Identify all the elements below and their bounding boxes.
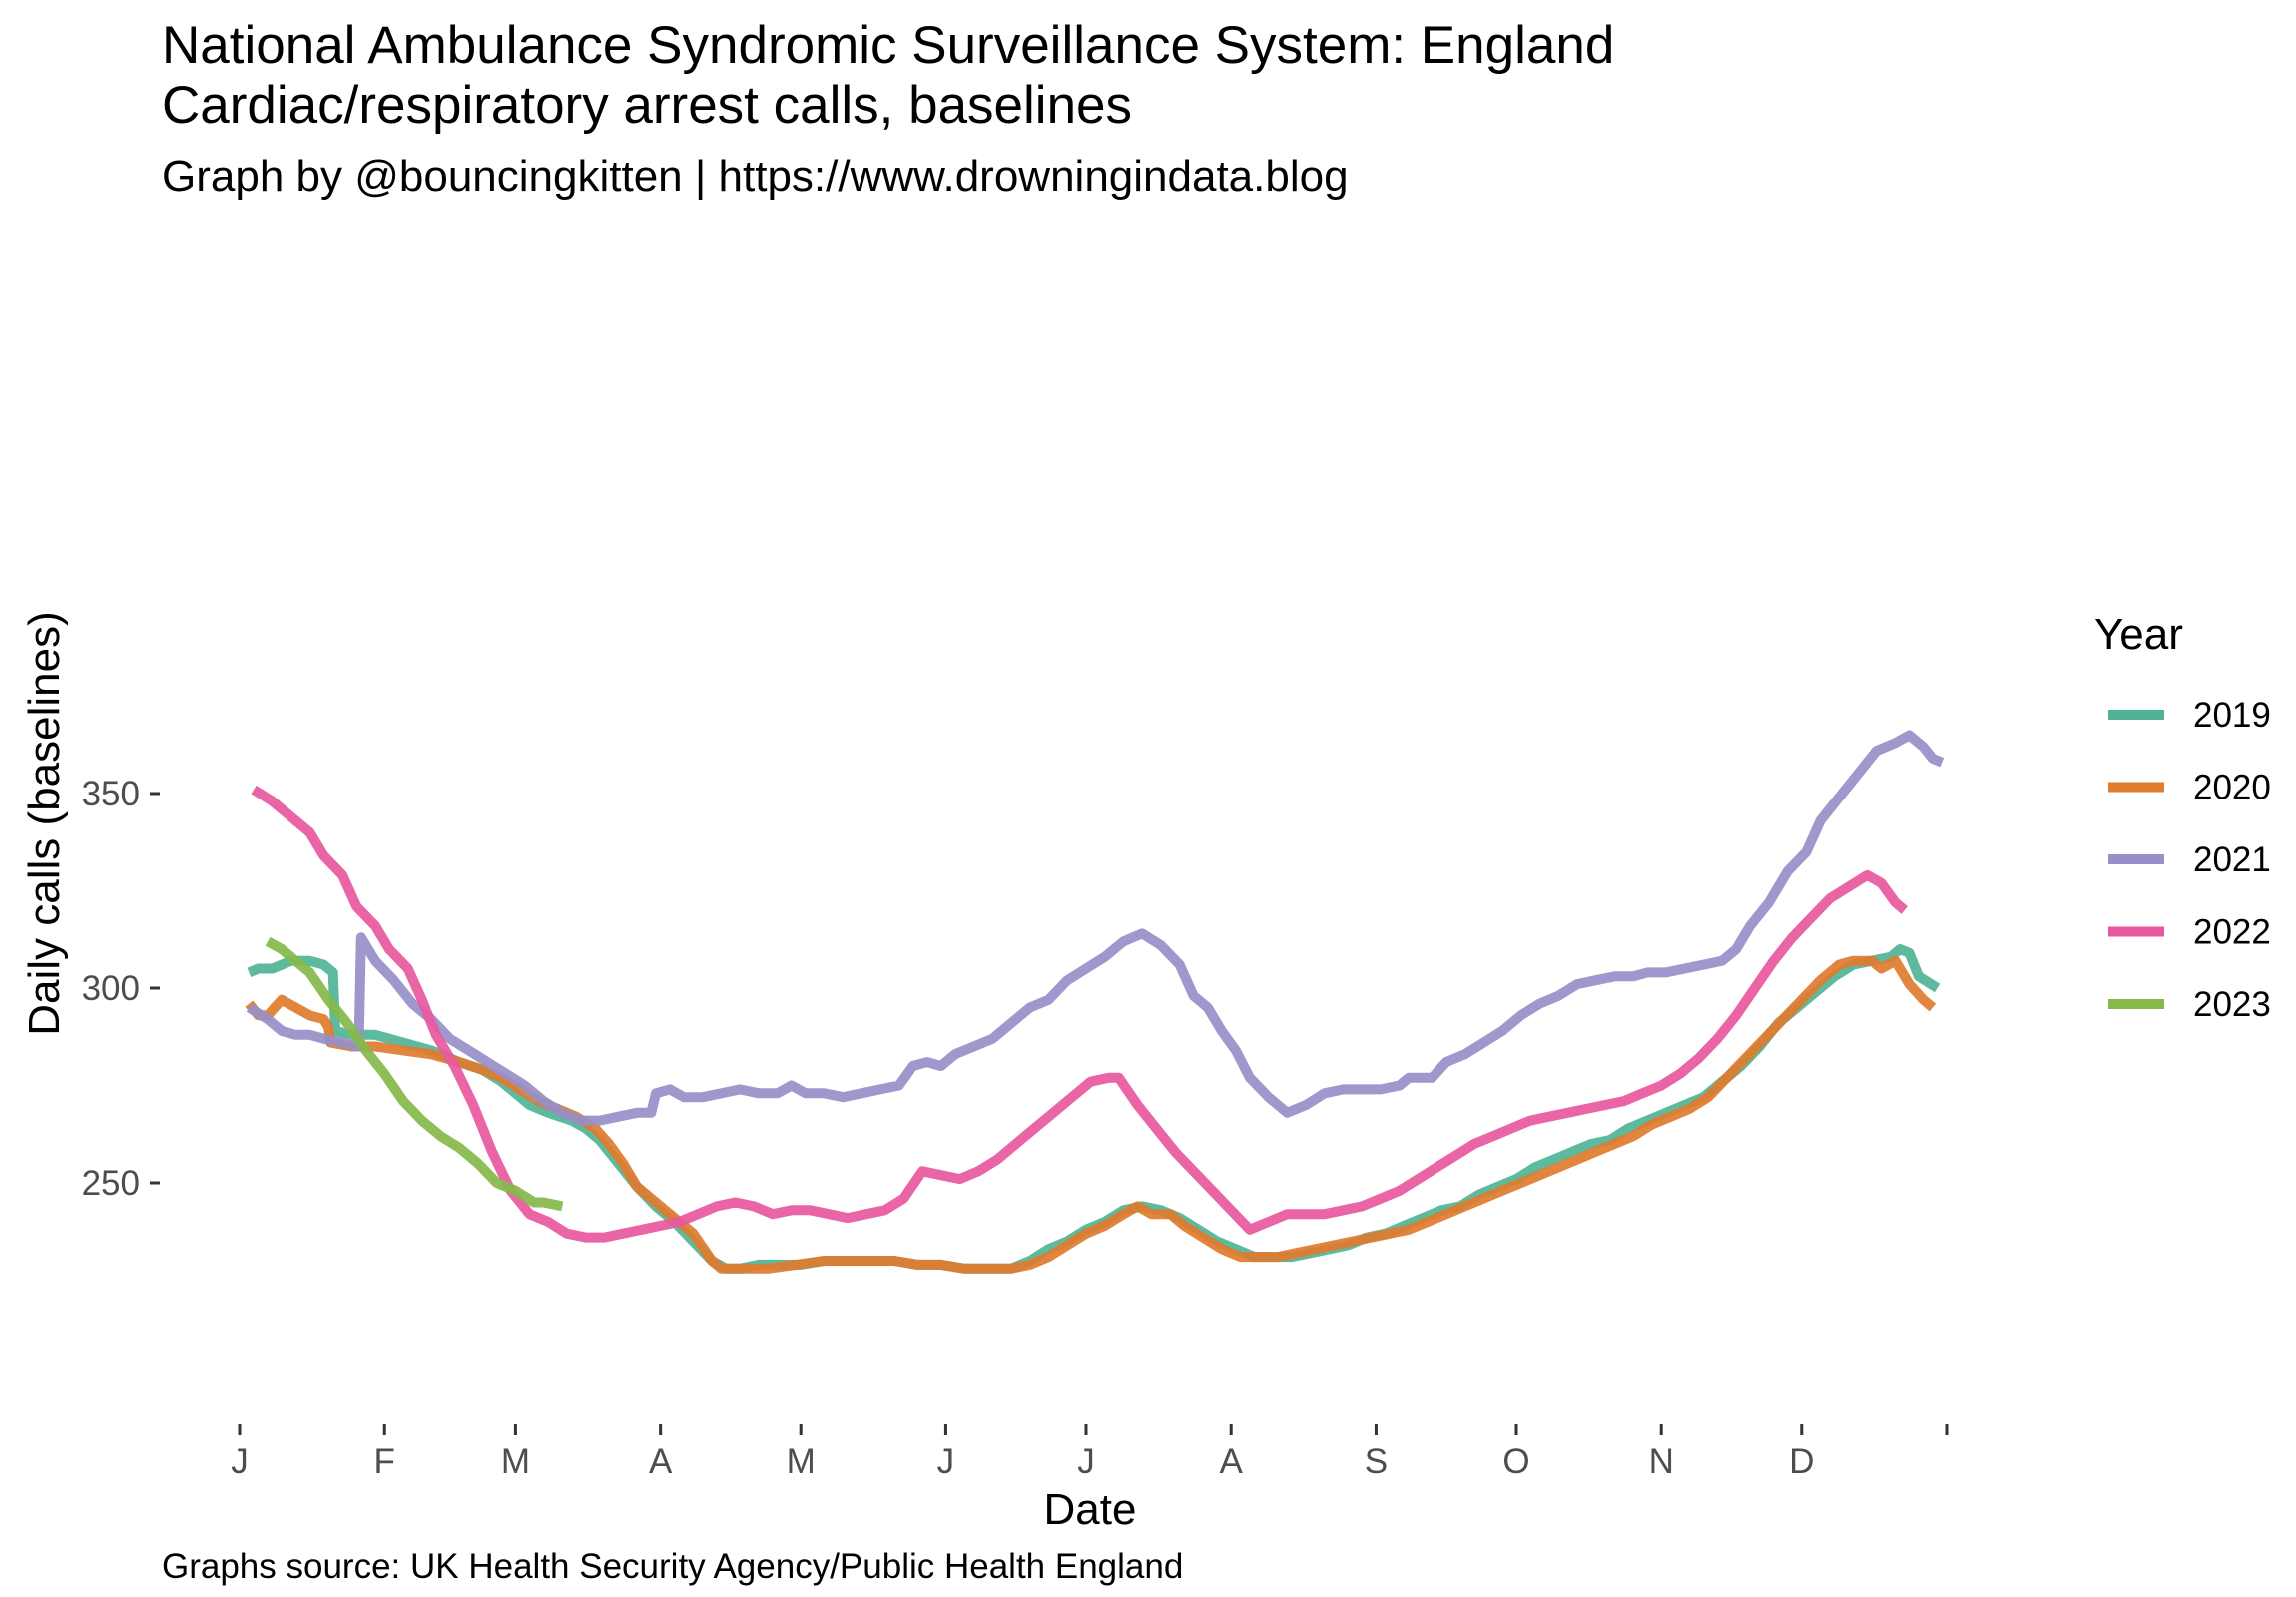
y-tick-label-250: 250 [82, 1164, 140, 1203]
x-tick-label: S [1365, 1442, 1388, 1481]
x-tick-label: J [1077, 1442, 1095, 1481]
series-line-2022 [251, 785, 1909, 1243]
series-line-2023 [265, 936, 564, 1212]
y-tick-label-350: 350 [82, 775, 140, 813]
x-tick-label: O [1502, 1442, 1529, 1481]
legend: Year 2019 2020 2021 2022 2023 [2094, 610, 2271, 1024]
x-tick-label: F [374, 1442, 395, 1481]
y-axis-title: Daily calls (baselines) [20, 611, 69, 1035]
x-tick-label: J [231, 1442, 249, 1481]
source-caption: Graphs source: UK Health Security Agency… [162, 1547, 1184, 1586]
x-tick-label: N [1649, 1442, 1674, 1481]
y-tick-label-300: 300 [82, 969, 140, 1008]
x-tick-label: J [937, 1442, 955, 1481]
y-axis: 250 300 350 [82, 775, 160, 1203]
x-axis-title: Date [1044, 1485, 1137, 1534]
x-tick-label: A [649, 1442, 673, 1481]
series-layer [245, 730, 1945, 1274]
series-line-2021 [246, 730, 1945, 1126]
legend-label-2023: 2023 [2193, 985, 2271, 1024]
legend-label-2020: 2020 [2193, 769, 2271, 807]
x-tick-label: M [787, 1442, 816, 1481]
legend-title: Year [2094, 610, 2183, 659]
chart-title-line-2: Cardiac/respiratory arrest calls, baseli… [162, 76, 1133, 135]
legend-label-2019: 2019 [2193, 696, 2271, 735]
x-tick-label: A [1220, 1442, 1244, 1481]
chart-title-line-1: National Ambulance Syndromic Surveillanc… [162, 16, 1615, 75]
chart-subtitle: Graph by @bouncingkitten | https://www.d… [162, 152, 1349, 201]
x-tick-label: M [501, 1442, 530, 1481]
series-line-2020 [245, 955, 1937, 1274]
legend-label-2022: 2022 [2193, 913, 2271, 952]
legend-label-2021: 2021 [2193, 840, 2271, 879]
x-tick-label: D [1789, 1442, 1814, 1481]
